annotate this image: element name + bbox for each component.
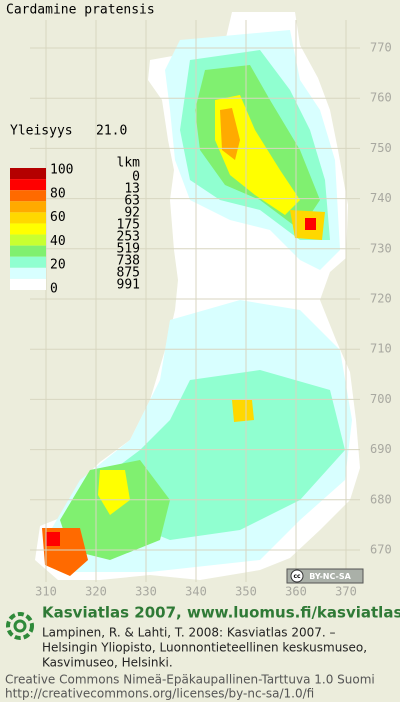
scale-label: 40 <box>50 234 66 249</box>
citation-line: Lampinen, R. & Lahti, T. 2008: Kasviatla… <box>42 626 336 640</box>
northing-label: 690 <box>370 442 392 456</box>
easting-label: 350 <box>235 585 257 599</box>
count-label: 991 <box>117 278 140 293</box>
frequency-label: Yleisyys <box>10 124 73 139</box>
legend-swatch <box>10 223 46 235</box>
northing-label: 750 <box>370 141 392 155</box>
logo <box>6 612 34 640</box>
legend-swatch <box>10 168 46 180</box>
count-label: 875 <box>117 266 140 281</box>
legend-swatch <box>10 278 46 290</box>
northing-label: 680 <box>370 492 392 506</box>
legend-swatch <box>10 256 46 268</box>
count-label: 253 <box>117 230 140 245</box>
count-label: 13 <box>124 182 140 197</box>
grid-labels: 770 760 750 740 730 720 710 700 690 680 670 310 320 3… <box>35 41 392 599</box>
northing-label: 770 <box>370 41 392 55</box>
count-label: 0 <box>132 170 140 185</box>
northing-label: 670 <box>370 543 392 557</box>
easting-label: 370 <box>335 585 357 599</box>
northing-label: 710 <box>370 342 392 356</box>
scale-label: 20 <box>50 258 66 273</box>
badge-text: BY-NC-SA <box>309 572 351 581</box>
patch <box>305 218 316 230</box>
legend-swatch <box>10 190 46 202</box>
easting-label: 320 <box>85 585 107 599</box>
easting-label: 330 <box>135 585 157 599</box>
title: Cardamine pratensis <box>6 3 155 18</box>
citation-line: Helsingin Yliopisto, Luonnontieteellinen… <box>42 641 367 655</box>
legend-swatch <box>10 245 46 257</box>
legend-swatch <box>10 201 46 213</box>
patch <box>98 470 130 515</box>
count-label: 519 <box>117 242 140 257</box>
northing-label: 740 <box>370 191 392 205</box>
license-line: http://creativecommons.org/licenses/by-n… <box>5 687 314 701</box>
license-line: Creative Commons Nimeä-Epäkaupallinen-Ta… <box>5 673 375 687</box>
count-label: 738 <box>117 254 140 269</box>
count-label: 92 <box>124 206 140 221</box>
patch <box>220 108 240 160</box>
easting-label: 360 <box>285 585 307 599</box>
northing-label: 720 <box>370 292 392 306</box>
scale-label: 80 <box>50 186 66 201</box>
legend-swatch <box>10 234 46 246</box>
badge-frame <box>286 568 364 584</box>
legend-swatch <box>10 267 46 279</box>
northing-label: 730 <box>370 241 392 255</box>
count-header: lkm <box>117 156 141 171</box>
legend-swatch <box>10 212 46 224</box>
easting-label: 310 <box>35 585 57 599</box>
license-badge: cc BY-NC-SA <box>286 568 364 584</box>
legend-swatch <box>10 179 46 191</box>
grid <box>30 20 360 582</box>
citation-line: Kasvimuseo, Helsinki. <box>42 656 173 670</box>
badge-icon <box>290 569 304 583</box>
legend: lkm 100806040200013639217525351973887599… <box>10 156 140 297</box>
patch <box>46 532 60 546</box>
northing-label: 700 <box>370 392 392 406</box>
scale-label: 100 <box>50 163 73 178</box>
northing-label: 760 <box>370 91 392 105</box>
footer-heading: Kasviatlas 2007, www.luomus.fi/kasviatla… <box>42 604 400 622</box>
count-label: 63 <box>124 194 140 209</box>
scale-label: 60 <box>50 210 66 225</box>
patch <box>232 400 254 422</box>
scale-label: 0 <box>50 282 58 297</box>
badge-icon-text: cc <box>293 573 301 580</box>
count-label: 175 <box>117 218 140 233</box>
frequency-value: 21.0 <box>96 124 127 139</box>
easting-label: 340 <box>185 585 207 599</box>
